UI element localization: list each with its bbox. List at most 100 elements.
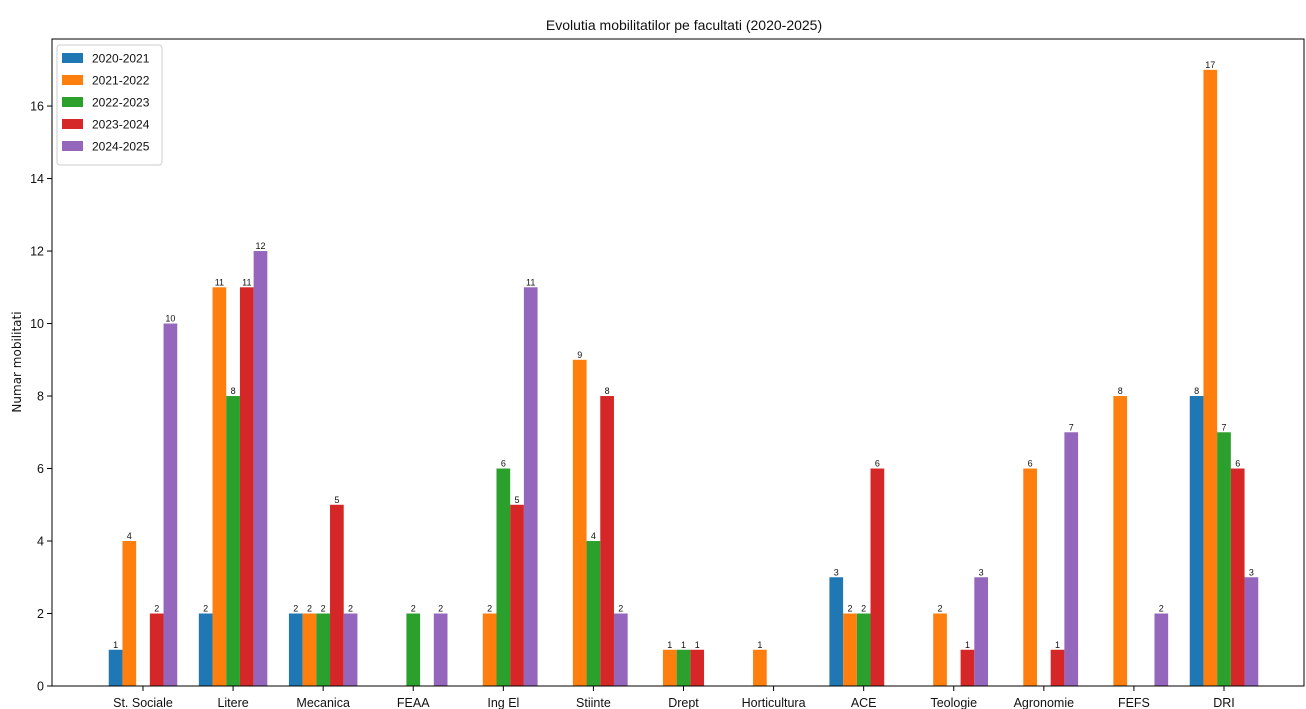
- bar-value-label: 3: [979, 567, 984, 577]
- bar-value-label: 2: [411, 604, 416, 614]
- bar: [843, 613, 857, 686]
- x-tick-label: Horticultura: [742, 696, 806, 709]
- bar-value-label: 2: [203, 604, 208, 614]
- bar: [613, 613, 628, 686]
- legend-label: 2020-2021: [92, 52, 150, 66]
- y-tick-label: 10: [30, 317, 44, 331]
- x-tick-label: St. Sociale: [113, 696, 173, 709]
- bar: [1189, 396, 1204, 686]
- bar-value-label: 5: [334, 495, 339, 505]
- bar-value-label: 2: [307, 604, 312, 614]
- bar: [288, 613, 303, 686]
- bar-value-label: 1: [113, 640, 118, 650]
- bar: [406, 613, 421, 686]
- x-tick-label: DRI: [1213, 696, 1235, 709]
- bar-value-label: 5: [515, 495, 520, 505]
- bar-value-label: 2: [154, 604, 159, 614]
- bar-value-label: 2: [847, 604, 852, 614]
- bar: [1244, 577, 1259, 686]
- x-tick-label: Ing El: [487, 696, 519, 709]
- bar: [316, 613, 331, 686]
- plot-frame: [51, 38, 1305, 687]
- chart-title: Evolutia mobilitatilor pe facultati (202…: [546, 17, 822, 33]
- bar: [496, 468, 511, 686]
- legend-label: 2022-2023: [92, 96, 150, 110]
- bar: [1050, 649, 1065, 686]
- x-tick-label: Stiinte: [576, 696, 611, 709]
- y-tick-label: 2: [37, 607, 44, 621]
- bar-value-label: 7: [1221, 422, 1226, 432]
- bar-value-label: 4: [591, 531, 596, 541]
- y-axis: 0 2 4 6 8 10 12 14 16: [30, 100, 52, 694]
- bar: [149, 613, 164, 686]
- bar-value-label: 17: [1205, 60, 1215, 70]
- legend: 2020-2021 2021-2022 2022-2023 2023-2024 2024…: [56, 44, 163, 166]
- bar-value-label: 8: [231, 386, 236, 396]
- y-tick-label: 4: [37, 535, 44, 549]
- bar-value-label: 11: [215, 277, 224, 287]
- bar: [753, 649, 767, 686]
- bar-value-label: 9: [577, 350, 582, 360]
- bar: [1113, 396, 1128, 686]
- bar: [974, 577, 988, 686]
- bar-value-label: 1: [1055, 640, 1060, 650]
- legend-swatch: [62, 119, 83, 129]
- bar-value-label: 7: [1069, 422, 1074, 432]
- x-axis: St. Sociale Litere Mecanica FEAA Ing El Stiin…: [113, 686, 1235, 709]
- y-tick-label: 16: [30, 100, 44, 114]
- bar-value-label: 4: [127, 531, 132, 541]
- y-axis-label: Numar mobilitati: [10, 311, 24, 412]
- bar: [302, 613, 317, 686]
- bar: [829, 577, 844, 686]
- legend-label: 2021-2022: [92, 74, 150, 88]
- bar: [510, 504, 524, 686]
- bar: [572, 359, 587, 686]
- bar-value-label: 8: [605, 386, 610, 396]
- bar: [163, 323, 178, 686]
- bar: [1023, 468, 1037, 686]
- x-tick-label: Teologie: [930, 696, 977, 709]
- bar-value-label: 1: [667, 640, 672, 650]
- bar-value-label: 6: [1028, 459, 1033, 469]
- bar-value-label: 1: [695, 640, 700, 650]
- bar-value-label: 2: [293, 604, 298, 614]
- bar: [212, 287, 227, 686]
- bar: [330, 504, 344, 686]
- bar: [108, 649, 123, 686]
- bar: [1154, 613, 1169, 686]
- bar-value-label: 2: [861, 604, 866, 614]
- x-tick-label: Mecanica: [296, 696, 350, 709]
- x-tick-label: Drept: [668, 696, 699, 709]
- bar-value-label: 2: [321, 604, 326, 614]
- bar-value-label: 2: [348, 604, 353, 614]
- legend-label: 2023-2024: [92, 118, 150, 132]
- bar-value-label: 11: [526, 277, 535, 287]
- y-tick-label: 12: [30, 245, 44, 259]
- bar: [482, 613, 497, 686]
- x-tick-label: FEAA: [397, 696, 430, 709]
- y-tick-label: 8: [37, 390, 44, 404]
- bar: [343, 613, 358, 686]
- bar-value-label: 11: [242, 277, 251, 287]
- bar-value-label: 10: [165, 314, 175, 324]
- bar-value-label: 2: [618, 604, 623, 614]
- bar: [662, 649, 677, 686]
- bar: [523, 287, 538, 686]
- bar: [226, 396, 240, 686]
- bar: [870, 468, 885, 686]
- bar: [1230, 468, 1245, 686]
- bar-value-label: 6: [875, 459, 880, 469]
- bar-value-label: 2: [938, 604, 943, 614]
- bar-value-label: 2: [487, 604, 492, 614]
- legend-swatch: [62, 53, 83, 63]
- bar-value-label: 3: [834, 567, 839, 577]
- bar: [433, 613, 448, 686]
- bar: [198, 613, 213, 686]
- bar: [1203, 69, 1218, 687]
- bar: [1217, 432, 1231, 686]
- y-tick-label: 6: [37, 462, 44, 476]
- y-tick-label: 0: [37, 680, 44, 694]
- legend-swatch: [62, 97, 83, 107]
